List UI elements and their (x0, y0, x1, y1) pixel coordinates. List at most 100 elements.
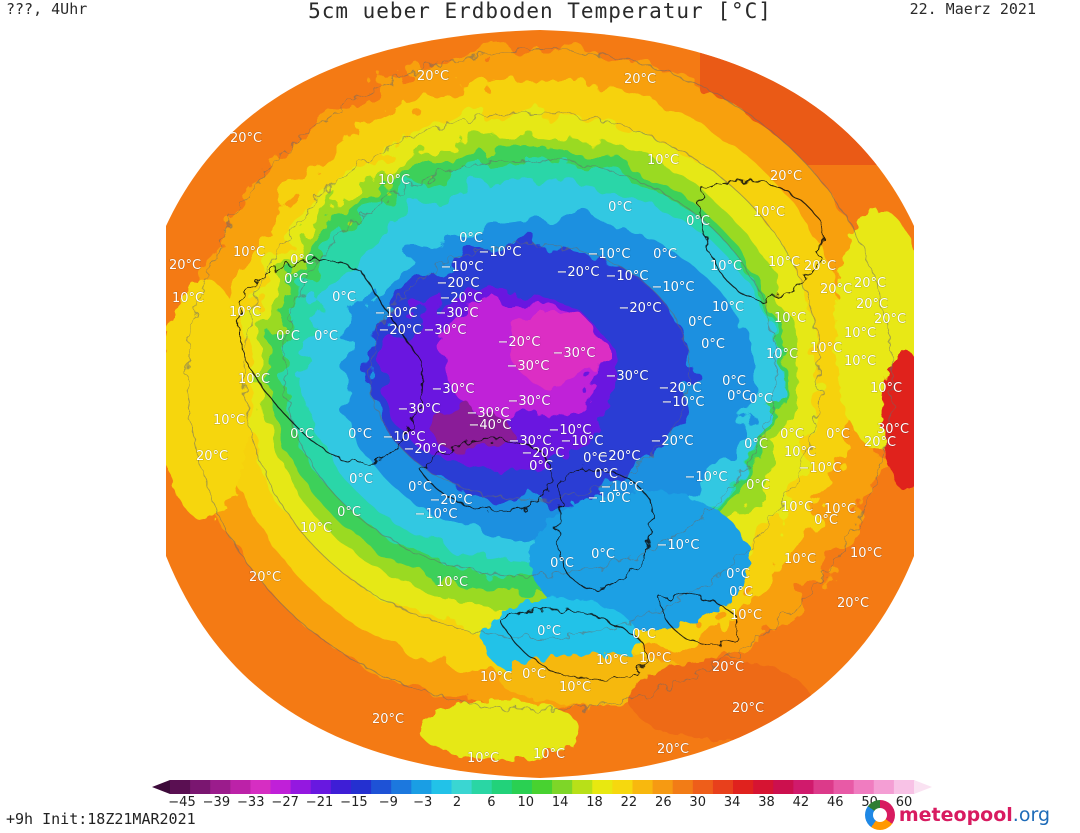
contour-label: 10°C (774, 311, 806, 326)
colorbar-tick-label: −21 (305, 795, 334, 810)
contour-label: 10°C (596, 653, 628, 668)
contour-label: 10°C (766, 347, 798, 362)
contour-label: 0°C (332, 290, 356, 305)
contour-label: −30°C (508, 434, 551, 449)
colorbar-segment (793, 780, 815, 794)
contour-label: 20°C (732, 701, 764, 716)
colorbar-segment (873, 780, 895, 794)
colorbar-segment (632, 780, 654, 794)
colorbar-segment (371, 780, 392, 794)
contour-label: 20°C (820, 282, 852, 297)
colorbar (152, 780, 932, 794)
contour-label: −30°C (466, 406, 509, 421)
colorbar-segment (813, 780, 835, 794)
colorbar-tick-label: 60 (895, 795, 913, 810)
colorbar-segment (712, 780, 734, 794)
contour-label: 0°C (744, 437, 768, 452)
colorbar-min-arrow (152, 780, 170, 794)
colorbar-segment (230, 780, 252, 794)
colorbar-segment (592, 780, 613, 794)
colorbar-segment (552, 780, 573, 794)
colorbar-segment (733, 780, 754, 794)
contour-label: −20°C (556, 265, 599, 280)
colorbar-segment (652, 780, 674, 794)
colorbar-segment (431, 780, 453, 794)
contour-label: 0°C (522, 667, 546, 682)
contour-label: 20°C (712, 660, 744, 675)
contour-label: −20°C (403, 442, 446, 457)
contour-label: −10°C (684, 470, 727, 485)
contour-label: 0°C (749, 392, 773, 407)
contour-label: 0°C (608, 200, 632, 215)
contour-label: 0°C (529, 459, 553, 474)
colorbar-tick-label: 18 (586, 795, 603, 810)
colorbar-ticks: −45 −39 −33 −27 −21 −15 −9 −3 2 6 10 14 18 22 26 30 34 38… (152, 795, 932, 813)
colorbar-tick-label: 14 (551, 795, 569, 810)
colorbar-segment (692, 780, 714, 794)
colorbar-tick-label: −15 (340, 795, 368, 810)
contour-label: −30°C (506, 359, 549, 374)
contour-label: 10°C (300, 521, 332, 536)
colorbar-segment (672, 780, 694, 794)
contour-label: −10°C (478, 245, 521, 260)
contour-label: −10°C (605, 269, 648, 284)
contour-label: 10°C (768, 255, 800, 270)
colorbar-segment (511, 780, 533, 794)
colorbar-tick-label: −33 (237, 795, 265, 810)
contour-label: 20°C (372, 712, 404, 727)
contour-label: 10°C (229, 305, 261, 320)
colorbar-tick-label: −45 (168, 795, 196, 810)
contour-label: −10°C (374, 306, 417, 321)
colorbar-segment (612, 780, 634, 794)
contour-label: −20°C (521, 446, 564, 461)
colorbar-segment (210, 780, 231, 794)
contour-labels: 20°C 20°C20°C10°C10°C 20°C0°C 10°C0°C0°C−10… (168, 69, 909, 767)
contour-label: −30°C (431, 382, 474, 397)
header-run-info: ???, 4Uhr (6, 0, 88, 18)
contour-label: 0°C (594, 467, 618, 482)
contour-label: 10°C (784, 445, 816, 460)
colorbar-max-arrow (914, 780, 932, 794)
colorbar-segment (833, 780, 855, 794)
contour-label: 10°C (480, 670, 512, 685)
contour-label: 0°C (826, 427, 850, 442)
contour-label: 10°C (533, 747, 565, 762)
colorbar-tick-label: 2 (452, 795, 462, 810)
contour-label: 0°C (459, 231, 483, 246)
init-time: +9h Init:18Z21MAR2021 (6, 810, 196, 828)
meteopool-logo-icon (864, 800, 895, 830)
colorbar-segment (350, 780, 372, 794)
contour-label: 10°C (784, 552, 816, 567)
contour-label: 0°C (653, 247, 677, 262)
contour-label: −40°C (468, 418, 511, 433)
colorbar-tick-label: 46 (826, 795, 844, 810)
contour-label: −30°C (397, 402, 440, 417)
contour-label: 10°C (559, 680, 591, 695)
contour-label: 10°C (824, 502, 856, 517)
contour-label: 0°C (276, 329, 300, 344)
contour-label: 10°C (467, 751, 499, 766)
contour-label: 0°C (290, 427, 314, 442)
contour-label: −30°C (605, 369, 648, 384)
contour-label: −30°C (435, 306, 478, 321)
contour-label: 0°C (583, 451, 607, 466)
colorbar-segment (411, 780, 433, 794)
contour-label: 10°C (730, 608, 762, 623)
contour-label: 30°C (877, 422, 909, 437)
contour-label: −20°C (436, 276, 479, 291)
contour-label: 0°C (314, 329, 338, 344)
colorbar-segment (310, 780, 332, 794)
colorbar-segment (250, 780, 272, 794)
contour-label: −20°C (618, 301, 661, 316)
colorbar-tick-label: −3 (413, 795, 433, 810)
contour-label: 20°C (804, 259, 836, 274)
contour-label: 0°C (722, 374, 746, 389)
colorbar-tick-label: −39 (202, 795, 231, 810)
colorbar-tick-label: 38 (758, 795, 775, 810)
contour-label: −20°C (597, 449, 640, 464)
meteopool-logo[interactable]: meteopool.org (864, 800, 1050, 830)
contour-label: 0°C (337, 505, 361, 520)
contour-label: −10°C (440, 260, 483, 275)
contour-label: 0°C (686, 214, 710, 229)
contour-label: 10°C (870, 381, 902, 396)
